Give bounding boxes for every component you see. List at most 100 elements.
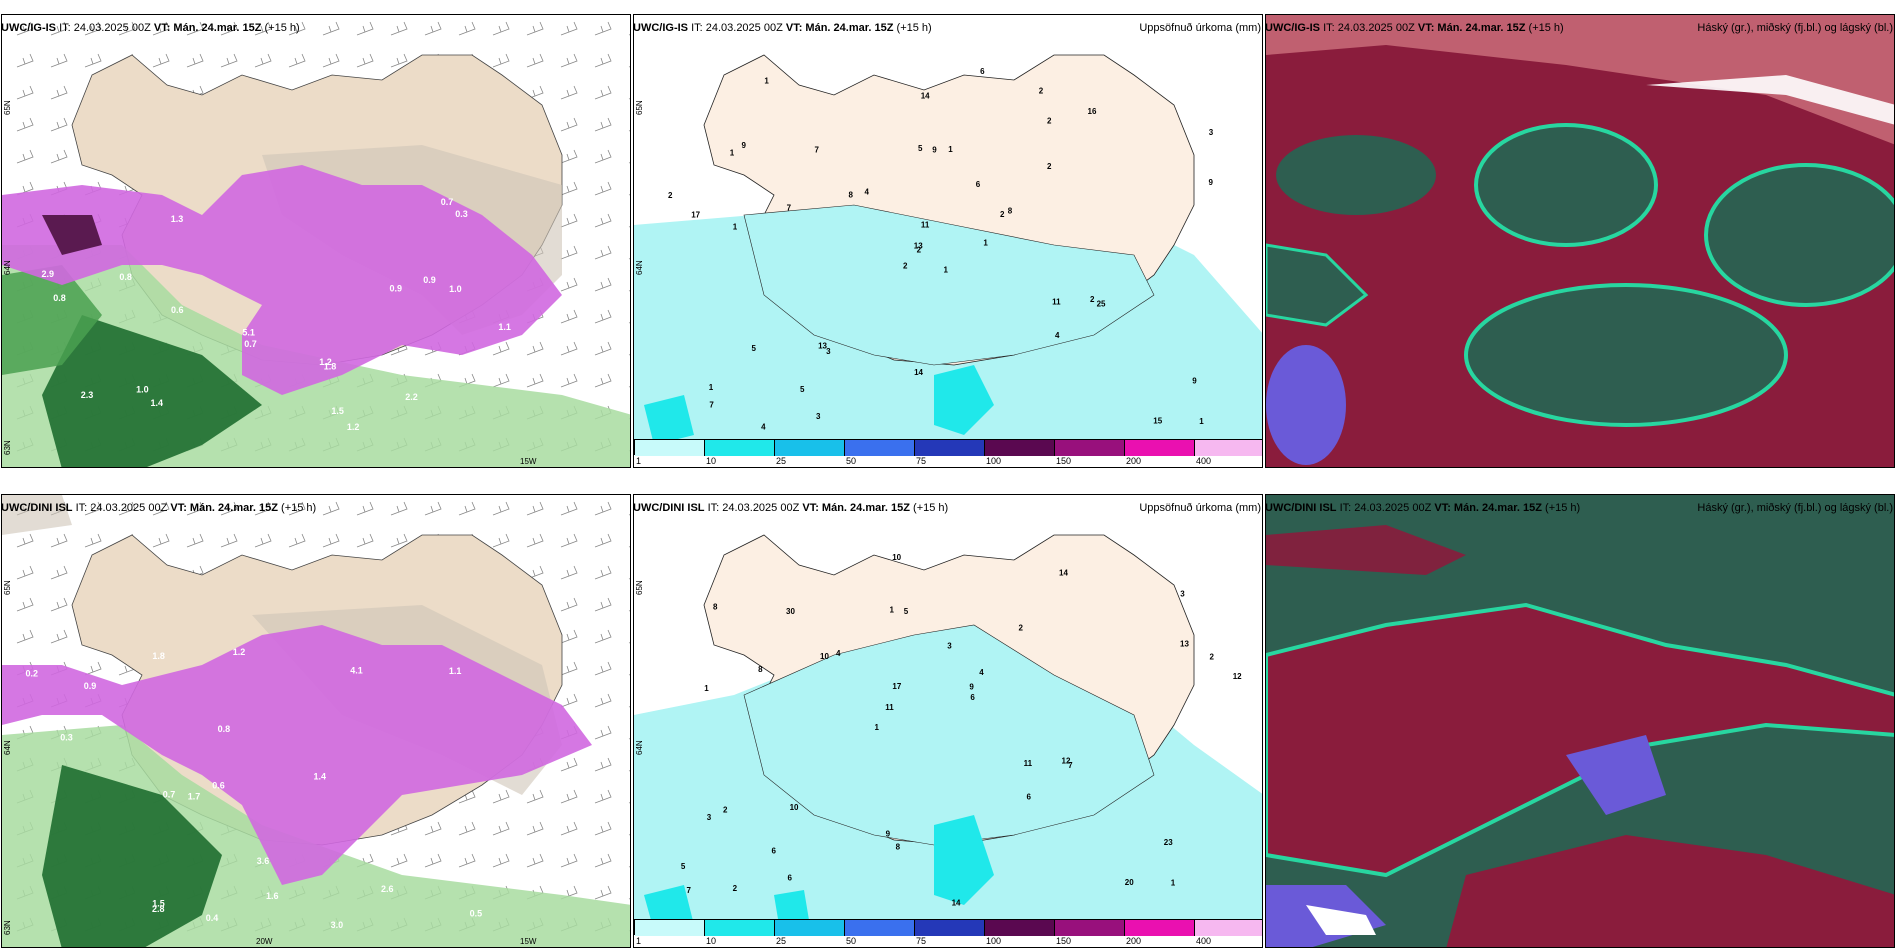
value-label: 1.1 — [498, 322, 511, 332]
wind-barb — [594, 629, 612, 644]
wind-barb — [594, 853, 612, 868]
wind-barb — [50, 53, 68, 68]
value-label: 1.2 — [347, 422, 360, 432]
wind-barb — [50, 117, 68, 132]
value-label: 0.3 — [455, 209, 468, 219]
legend-swatch — [705, 920, 775, 936]
value-label: 2 — [668, 191, 673, 200]
wind-barb — [84, 501, 102, 516]
wind-barb — [594, 533, 612, 548]
map-precip-bottom: 1131221324565478101211131191730141020231… — [634, 495, 1262, 947]
wind-barb — [594, 501, 612, 516]
valid-time: VT: Mán. 24.mar. 15Z — [170, 502, 278, 514]
value-label: 2.2 — [405, 392, 418, 402]
wind-barb — [356, 533, 374, 548]
legend-label: 100 — [986, 456, 1002, 466]
value-label: 14 — [1059, 568, 1068, 577]
wind-barb — [594, 213, 612, 228]
wind-barb — [526, 533, 544, 548]
value-label: 1 — [1199, 417, 1204, 426]
lat-label: 65N — [635, 100, 644, 115]
wind-barb — [594, 181, 612, 196]
model-name: UWC/IG-IS — [633, 22, 688, 34]
legend-swatch — [915, 920, 985, 936]
wind-barb — [254, 501, 272, 516]
wind-barb — [50, 565, 68, 580]
value-label: 2 — [1047, 162, 1052, 171]
value-label: 1.2 — [233, 647, 246, 657]
wind-barb — [526, 501, 544, 516]
wind-barb — [526, 85, 544, 100]
lead-time: (+15 h) — [1545, 502, 1581, 514]
legend-label: 50 — [846, 456, 857, 466]
legend-swatch — [845, 920, 915, 936]
cloud-title: Háský (gr.), miðský (fj.bl.) og lágský (… — [1697, 22, 1893, 34]
wind-barb — [288, 501, 306, 516]
wind-barb — [492, 789, 510, 804]
wind-barb — [526, 53, 544, 68]
value-label: 11 — [1052, 297, 1061, 306]
init-time: IT: 24.03.2025 00Z — [1339, 502, 1432, 514]
wind-barb — [254, 533, 272, 548]
wind-barb — [152, 533, 170, 548]
value-label: 9 — [1209, 178, 1214, 187]
value-label: 11 — [921, 221, 930, 230]
legend-swatch — [1195, 920, 1262, 936]
wind-barb — [220, 501, 238, 516]
value-label: 20 — [1125, 878, 1134, 887]
wind-barb — [288, 21, 306, 36]
value-label: 1 — [944, 266, 949, 275]
wind-barb — [16, 21, 34, 36]
value-label: 2 — [1000, 210, 1005, 219]
value-label: 1.2 — [319, 357, 332, 367]
value-label: 5 — [918, 144, 923, 153]
header-cloud-top: UWC/IG-IS IT: 24.03.2025 00Z VT: Mán. 24… — [1265, 20, 1895, 36]
value-label: 0.6 — [212, 780, 225, 790]
wind-barb — [186, 533, 204, 548]
init-time: IT: 24.03.2025 00Z — [1323, 22, 1415, 34]
legend-label: 200 — [1126, 936, 1142, 946]
lon-label: 15W — [520, 937, 537, 946]
wind-barb — [186, 53, 204, 68]
lat-label: 65N — [635, 580, 644, 595]
value-label: 2 — [723, 805, 728, 814]
wind-barb — [356, 21, 374, 36]
value-label: 9 — [969, 683, 974, 692]
value-label: 10 — [892, 553, 901, 562]
wind-barb — [594, 373, 612, 388]
wind-barb — [526, 789, 544, 804]
wind-barb — [390, 533, 408, 548]
wind-barb — [492, 533, 510, 548]
wind-barb — [594, 149, 612, 164]
cloud-panel-top — [1265, 14, 1895, 468]
wind-barb — [594, 693, 612, 708]
value-label: 3 — [1180, 590, 1185, 599]
value-label: 0.6 — [171, 305, 184, 315]
value-label: 4.1 — [350, 665, 363, 675]
value-label: 8 — [896, 842, 901, 851]
legend-swatch — [705, 440, 775, 456]
legend-swatch — [1195, 440, 1262, 456]
value-label: 1 — [709, 383, 714, 392]
value-label: 1.7 — [188, 792, 201, 802]
wind-barb — [560, 533, 578, 548]
value-label: 1 — [983, 238, 988, 247]
wind-barb — [560, 117, 578, 132]
value-label: 1.4 — [151, 398, 164, 408]
wind-barb — [492, 53, 510, 68]
wind-barb — [560, 789, 578, 804]
wind-barb — [594, 597, 612, 612]
wind-barb — [356, 501, 374, 516]
lat-label: 64N — [635, 260, 644, 275]
wind-barb — [356, 53, 374, 68]
wind-barb — [220, 53, 238, 68]
value-label: 2.6 — [381, 884, 394, 894]
wind-barb — [220, 21, 238, 36]
wind-barb — [526, 341, 544, 356]
value-label: 8 — [713, 602, 718, 611]
lead-time: (+15 h) — [281, 502, 317, 514]
value-label: 11 — [885, 703, 894, 712]
wind-barb — [322, 501, 340, 516]
value-label: 0.9 — [423, 275, 436, 285]
value-label: 13 — [914, 241, 923, 250]
